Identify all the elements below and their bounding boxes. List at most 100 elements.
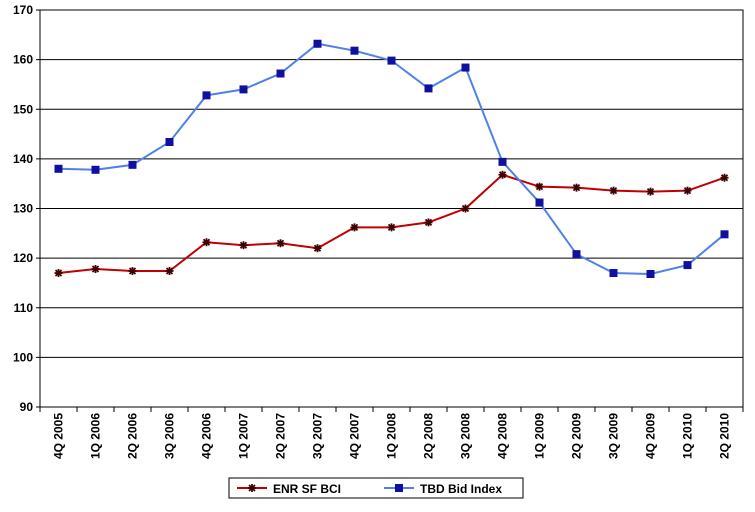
data-point	[91, 165, 100, 174]
marker-stroke	[276, 239, 285, 247]
x-tick-label: 4Q 2006	[200, 413, 214, 459]
x-tick-label: 1Q 2009	[533, 413, 547, 459]
marker-stroke	[165, 267, 174, 275]
marker-stroke	[609, 186, 618, 195]
data-point	[535, 182, 544, 191]
data-point	[646, 270, 655, 279]
data-point	[276, 69, 285, 78]
x-tick-label: 1Q 2007	[237, 413, 251, 459]
x-axis: 4Q 2005 1Q 2006 2Q 2006 3Q 2006 4Q 2006 1Q 20…	[39, 406, 744, 459]
y-tick-label: 170	[13, 3, 33, 17]
x-tick-label: 1Q 2010	[681, 413, 695, 459]
legend-marker	[395, 484, 403, 492]
data-point	[313, 39, 322, 48]
legend-label: ENR SF BCI	[273, 482, 341, 496]
data-point	[276, 239, 285, 248]
data-point	[91, 265, 100, 274]
x-tick-label: 1Q 2008	[385, 413, 399, 459]
x-tick-label: 4Q 2009	[644, 413, 658, 459]
x-tick-label: 3Q 2007	[311, 413, 325, 459]
x-tick-label: 2Q 2006	[126, 413, 140, 459]
x-tick-label: 4Q 2005	[52, 413, 66, 459]
x-tick-label: 2Q 2009	[570, 413, 584, 459]
data-point	[239, 241, 248, 250]
data-point	[128, 267, 137, 276]
x-tick-label: 3Q 2006	[163, 413, 177, 459]
marker-stroke	[683, 186, 692, 195]
data-point	[350, 46, 359, 55]
data-point	[498, 170, 507, 179]
y-tick-label: 110	[14, 301, 34, 315]
marker-stroke	[313, 244, 322, 252]
marker-stroke	[91, 265, 100, 273]
data-point	[424, 84, 433, 93]
data-point	[239, 85, 248, 94]
data-point	[609, 186, 618, 195]
data-point	[572, 250, 581, 259]
x-tick-label: 1Q 2006	[89, 413, 103, 459]
data-point	[720, 230, 729, 239]
data-point	[313, 244, 322, 253]
marker-stroke	[239, 241, 248, 249]
series-tbd-bid-index	[54, 39, 729, 279]
data-point	[202, 91, 211, 100]
legend-box	[228, 477, 524, 499]
y-tick-label: 140	[13, 152, 33, 166]
marker-stroke	[498, 171, 507, 179]
y-tick-label: 100	[13, 350, 33, 364]
y-tick-label: 150	[13, 102, 33, 116]
marker-stroke	[720, 174, 729, 182]
marker-stroke	[646, 187, 655, 196]
legend-entry: TBD Bid Index	[384, 482, 502, 496]
data-point	[54, 269, 63, 278]
x-tick-label: 4Q 2007	[348, 413, 362, 459]
marker-stroke	[248, 484, 256, 492]
marker-stroke	[461, 204, 470, 213]
series-layer	[54, 39, 729, 279]
data-point	[128, 160, 137, 169]
y-tick-label: 90	[20, 400, 34, 414]
legend-label: TBD Bid Index	[420, 482, 502, 496]
data-point	[387, 56, 396, 65]
data-point	[572, 183, 581, 192]
marker-stroke	[54, 269, 63, 277]
legend: ENR SF BCI TBD Bid Index	[228, 477, 524, 499]
marker-stroke	[424, 218, 433, 227]
legend-entry: ENR SF BCI	[237, 482, 341, 496]
data-point	[609, 269, 618, 278]
data-point	[387, 223, 396, 232]
data-point	[646, 187, 655, 196]
series-enr-sf-bci	[54, 170, 729, 278]
y-axis: 90 100 110 120 130 140 150 160 170	[13, 3, 41, 414]
marker-stroke	[535, 183, 544, 191]
x-tick-label: 2Q 2008	[422, 413, 436, 459]
marker-stroke	[572, 184, 581, 192]
data-point	[350, 223, 359, 232]
x-tick-label: 3Q 2008	[459, 413, 473, 459]
x-tick-label: 4Q 2008	[496, 413, 510, 459]
data-point	[424, 218, 433, 227]
marker-stroke	[350, 223, 359, 231]
marker-stroke	[202, 238, 211, 246]
x-tick-label: 2Q 2010	[718, 413, 732, 459]
y-tick-label: 160	[13, 53, 33, 67]
marker-stroke	[128, 267, 137, 275]
data-point	[498, 157, 507, 166]
data-point	[165, 267, 174, 276]
y-tick-label: 130	[13, 202, 33, 216]
data-point	[535, 198, 544, 207]
data-point	[683, 186, 692, 195]
legend-marker	[248, 484, 256, 492]
x-tick-label: 2Q 2007	[274, 413, 288, 459]
data-point	[683, 261, 692, 270]
marker-stroke	[387, 223, 396, 231]
data-point	[54, 164, 63, 173]
gridlines	[40, 9, 743, 358]
data-point	[461, 204, 470, 213]
data-point	[202, 238, 211, 247]
x-tick-label: 3Q 2009	[607, 413, 621, 459]
data-point	[720, 173, 729, 182]
data-point	[461, 63, 470, 72]
